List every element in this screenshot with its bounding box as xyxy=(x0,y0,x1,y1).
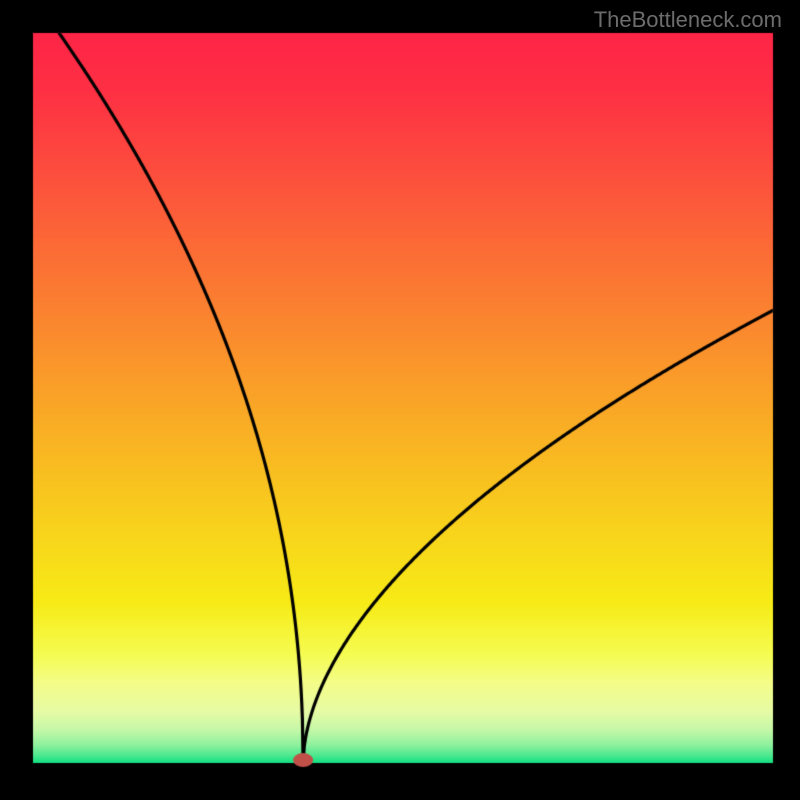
watermark-text: TheBottleneck.com xyxy=(594,7,782,33)
curve-layer xyxy=(0,0,800,800)
chart-container: TheBottleneck.com xyxy=(0,0,800,800)
